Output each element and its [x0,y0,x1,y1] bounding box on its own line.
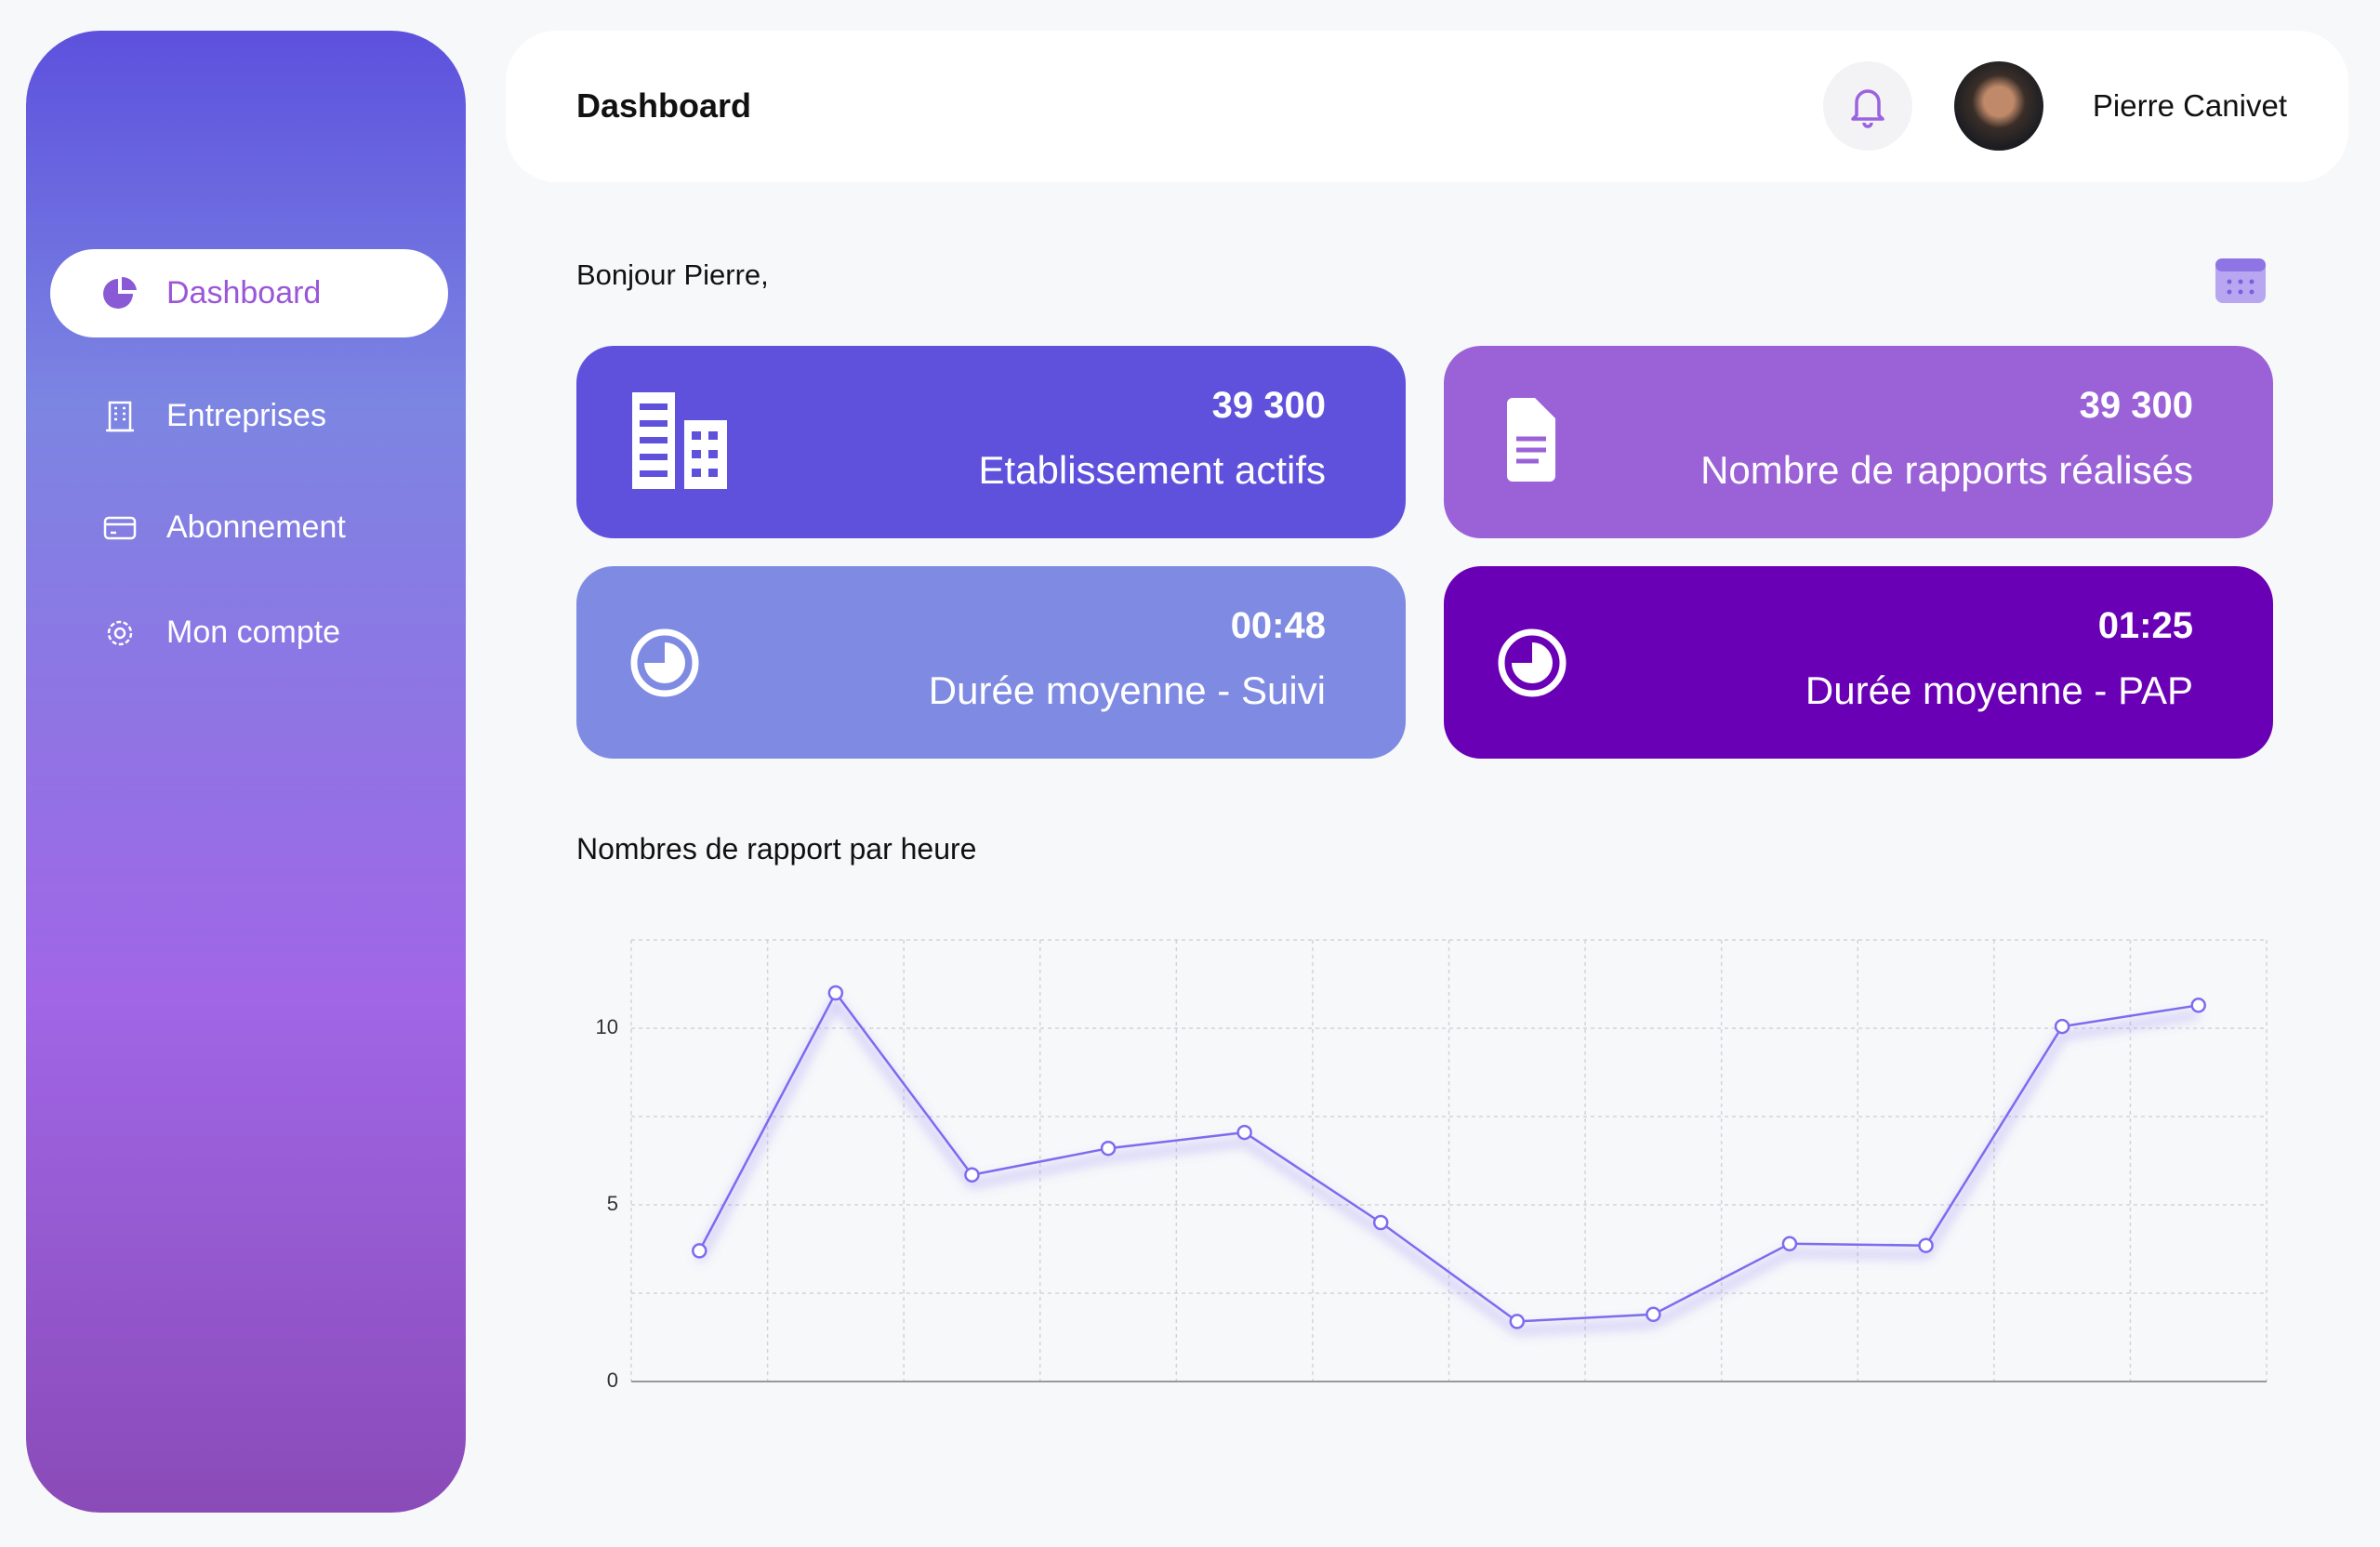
clock-icon [630,628,699,697]
line-shadow [695,995,2200,1335]
point [2190,998,2206,1013]
y-tick-label: 0 [607,1368,618,1392]
card-label: Durée moyenne - PAP [1805,668,2193,712]
clock-icon [1498,628,1567,697]
building-icon [632,392,727,489]
nav-label: Dashboard [166,275,322,311]
bell-icon [1851,89,1884,128]
stat-card: 00:48 Durée moyenne - Suivi [576,566,1406,759]
card-label: Nombre de rapports réalisés [1700,448,2193,492]
stat-card: 01:25 Durée moyenne - PAP [1444,566,2273,759]
card-label: Etablissement actifs [978,448,1327,492]
point [1372,1214,1389,1231]
card-value: 39 300 [2079,385,2193,426]
point [692,1243,707,1259]
chart: 0 5 10 [596,939,2268,1392]
avatar[interactable] [1954,61,2043,151]
point [964,1167,980,1183]
document-icon [1507,398,1555,482]
greeting: Bonjour Pierre, [576,258,769,291]
point [1236,1124,1252,1141]
card-value: 39 300 [1211,385,1326,426]
point [1509,1314,1526,1329]
user-name: Pierre Canivet [2092,88,2287,123]
calendar-icon[interactable] [2213,251,2268,307]
nav-label: Mon compte [166,615,341,650]
header: Dashboard Pierre Canivet [506,31,2348,182]
card-value: 01:25 [2097,605,2193,646]
icon [103,276,137,309]
nav-item[interactable]: Mon compte [50,588,448,677]
point [1918,1237,1934,1253]
nav-item[interactable]: Abonnement [50,483,448,572]
nav-label: Entreprises [166,398,326,433]
point [827,985,844,1001]
point [1100,1140,1117,1157]
point [1646,1306,1661,1323]
y-tick-label: 10 [596,1015,618,1038]
y-tick-label: 5 [607,1192,618,1215]
nav-item[interactable]: Dashboard [50,249,448,337]
point [1781,1236,1798,1252]
stat-card: 39 300 Etablissement actifs [576,346,1406,538]
chart-title: Nombres de rapport par heure [576,832,977,866]
card-value: 00:48 [1230,605,1326,646]
sidebar: Dashboard Entreprises Abonnement Mon com… [26,31,466,1513]
nav-label: Abonnement [166,509,346,545]
page-title: Dashboard [576,86,752,125]
icon [103,516,137,539]
icon [107,620,133,645]
line [698,990,2199,1323]
point [2054,1018,2070,1035]
nav-item[interactable]: Entreprises [50,372,448,460]
notification-button[interactable] [1823,61,1912,151]
stat-card: 39 300 Nombre de rapports réalisés [1444,346,2273,538]
icon [106,401,134,431]
card-label: Durée moyenne - Suivi [928,668,1326,712]
